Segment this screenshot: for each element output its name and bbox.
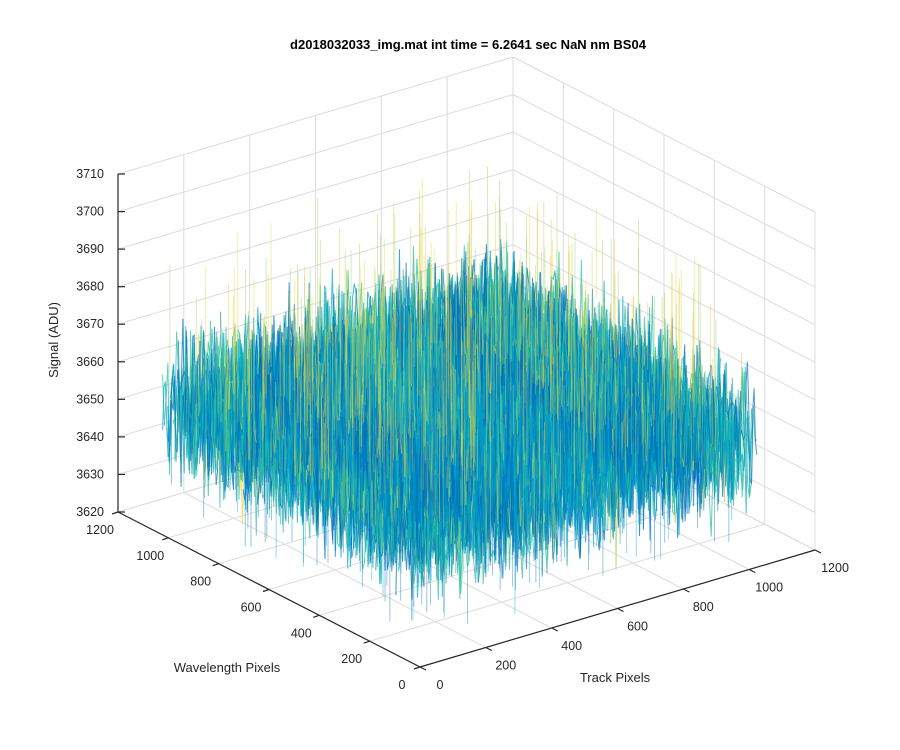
x-tick-mark	[419, 666, 427, 671]
z-tick-label: 3680	[76, 280, 104, 294]
x-tick-label: 1200	[821, 561, 849, 575]
z-tick-label: 3650	[76, 392, 104, 406]
grid-line-floor-y	[369, 523, 765, 642]
grid-line-back-z	[117, 131, 514, 250]
x-tick-mark	[748, 568, 756, 574]
z-tick-label: 3690	[76, 242, 104, 256]
x-tick-mark	[683, 588, 690, 593]
grid-line-back-z	[117, 244, 514, 363]
y-tick-mark	[363, 640, 370, 644]
x-tick-label: 1000	[755, 581, 783, 595]
x-tick-mark	[485, 646, 493, 652]
y-tick-label: 1000	[136, 549, 164, 563]
y-tick-label: 0	[399, 678, 406, 692]
y-tick-mark	[262, 588, 270, 593]
x-axis-label: Track Pixels	[580, 670, 651, 685]
x-tick-mark	[551, 627, 558, 632]
grid-line-back-z	[117, 94, 514, 213]
z-tick-label: 3700	[76, 205, 104, 219]
z-tick-label: 3670	[76, 317, 104, 331]
grid-line-side-z	[512, 56, 816, 213]
x-tick-mark	[814, 549, 822, 554]
x-tick-label: 800	[693, 600, 714, 614]
y-tick-mark	[111, 511, 119, 515]
y-tick-label: 1200	[86, 523, 114, 537]
y-tick-label: 400	[291, 626, 312, 640]
grid-line-side-z	[512, 131, 816, 288]
surface-column	[488, 252, 747, 496]
grid-line-back-z	[117, 169, 514, 288]
y-tick-mark	[313, 614, 320, 618]
grid-line-back-z	[117, 56, 514, 175]
axes-layer	[111, 173, 822, 671]
grid-line-side-z	[512, 94, 816, 251]
grid-line-side-z	[512, 169, 816, 326]
z-tick-label: 3620	[76, 505, 104, 519]
grid-line-side-z	[512, 206, 816, 363]
z-tick-label: 3710	[76, 167, 104, 181]
y-tick-mark	[413, 666, 421, 670]
chart-title: d2018032033_img.mat int time = 6.2641 se…	[290, 37, 647, 52]
labels-layer: 0 200 400 600 800 1000 1200 0 200 400 600 800 1000 12…	[76, 167, 849, 692]
x-tick-label: 400	[561, 639, 582, 653]
y-axis-label: Wavelength Pixels	[174, 660, 281, 675]
grid-line-back-z	[117, 206, 514, 325]
z-tick-label: 3640	[76, 430, 104, 444]
z-axis-label: Signal (ADU)	[46, 302, 61, 378]
x-tick-label: 200	[495, 659, 516, 673]
x-tick-mark	[617, 607, 624, 613]
y-tick-label: 600	[241, 601, 262, 615]
y-tick-mark	[212, 563, 219, 567]
y-tick-label: 800	[190, 575, 211, 589]
z-tick-label: 3630	[76, 467, 104, 481]
x-tick-label: 600	[627, 620, 648, 634]
z-tick-label: 3660	[76, 355, 104, 369]
y-tick-label: 200	[341, 652, 362, 666]
y-tick-mark	[162, 537, 169, 541]
surface-layer	[162, 166, 758, 624]
x-tick-label: 0	[437, 678, 444, 692]
